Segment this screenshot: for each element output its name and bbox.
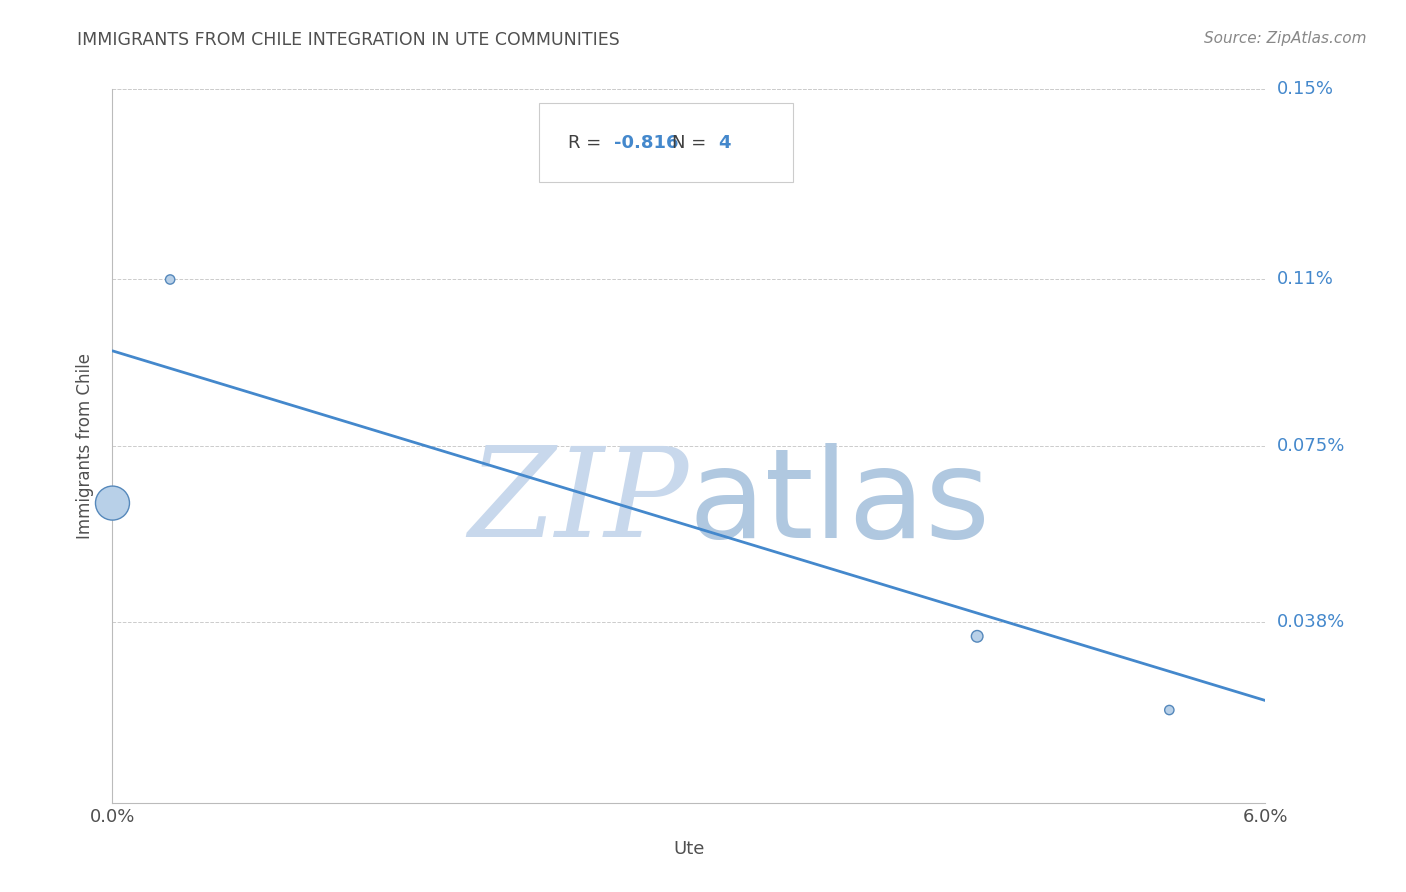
Text: 0.075%: 0.075% bbox=[1277, 437, 1346, 455]
X-axis label: Ute: Ute bbox=[673, 839, 704, 857]
Text: Source: ZipAtlas.com: Source: ZipAtlas.com bbox=[1204, 31, 1367, 46]
Point bbox=[159, 272, 181, 286]
Text: -0.816: -0.816 bbox=[614, 134, 679, 152]
Text: 0.15%: 0.15% bbox=[1277, 80, 1333, 98]
Text: ZIP: ZIP bbox=[468, 442, 689, 564]
FancyBboxPatch shape bbox=[538, 103, 793, 182]
Text: N =: N = bbox=[672, 134, 711, 152]
Text: 4: 4 bbox=[718, 134, 730, 152]
Text: IMMIGRANTS FROM CHILE INTEGRATION IN UTE COMMUNITIES: IMMIGRANTS FROM CHILE INTEGRATION IN UTE… bbox=[77, 31, 620, 49]
Point bbox=[101, 496, 124, 510]
Text: R =: R = bbox=[568, 134, 607, 152]
Point bbox=[1159, 703, 1181, 717]
Text: 0.11%: 0.11% bbox=[1277, 270, 1333, 288]
Y-axis label: Immigrants from Chile: Immigrants from Chile bbox=[76, 353, 94, 539]
Point bbox=[966, 629, 988, 643]
Text: atlas: atlas bbox=[689, 442, 991, 564]
Text: 0.038%: 0.038% bbox=[1277, 613, 1344, 631]
